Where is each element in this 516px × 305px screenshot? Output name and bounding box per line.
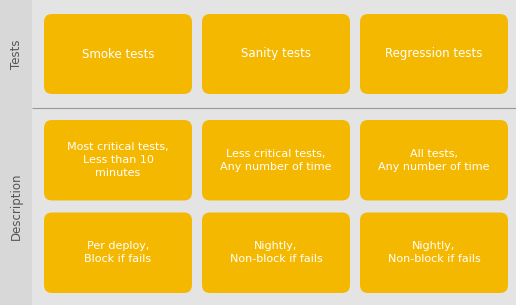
Text: Sanity tests: Sanity tests <box>241 48 311 60</box>
FancyBboxPatch shape <box>202 14 350 94</box>
Text: All tests,
Any number of time: All tests, Any number of time <box>378 149 490 172</box>
FancyBboxPatch shape <box>0 0 32 108</box>
Text: Smoke tests: Smoke tests <box>82 48 154 60</box>
FancyBboxPatch shape <box>44 213 192 293</box>
FancyBboxPatch shape <box>202 120 350 200</box>
FancyBboxPatch shape <box>360 120 508 200</box>
FancyBboxPatch shape <box>44 120 192 200</box>
Text: Regression tests: Regression tests <box>385 48 482 60</box>
Text: Nightly,
Non-block if fails: Nightly, Non-block if fails <box>388 241 480 264</box>
Text: Tests: Tests <box>9 39 23 69</box>
FancyBboxPatch shape <box>202 213 350 293</box>
Text: Per deploy,
Block if fails: Per deploy, Block if fails <box>85 241 152 264</box>
FancyBboxPatch shape <box>360 14 508 94</box>
FancyBboxPatch shape <box>0 108 32 305</box>
Text: Less critical tests,
Any number of time: Less critical tests, Any number of time <box>220 149 332 172</box>
FancyBboxPatch shape <box>360 213 508 293</box>
Text: Most critical tests,
Less than 10
minutes: Most critical tests, Less than 10 minute… <box>67 142 169 178</box>
FancyBboxPatch shape <box>44 14 192 94</box>
Text: Nightly,
Non-block if fails: Nightly, Non-block if fails <box>230 241 322 264</box>
Text: Description: Description <box>9 173 23 240</box>
